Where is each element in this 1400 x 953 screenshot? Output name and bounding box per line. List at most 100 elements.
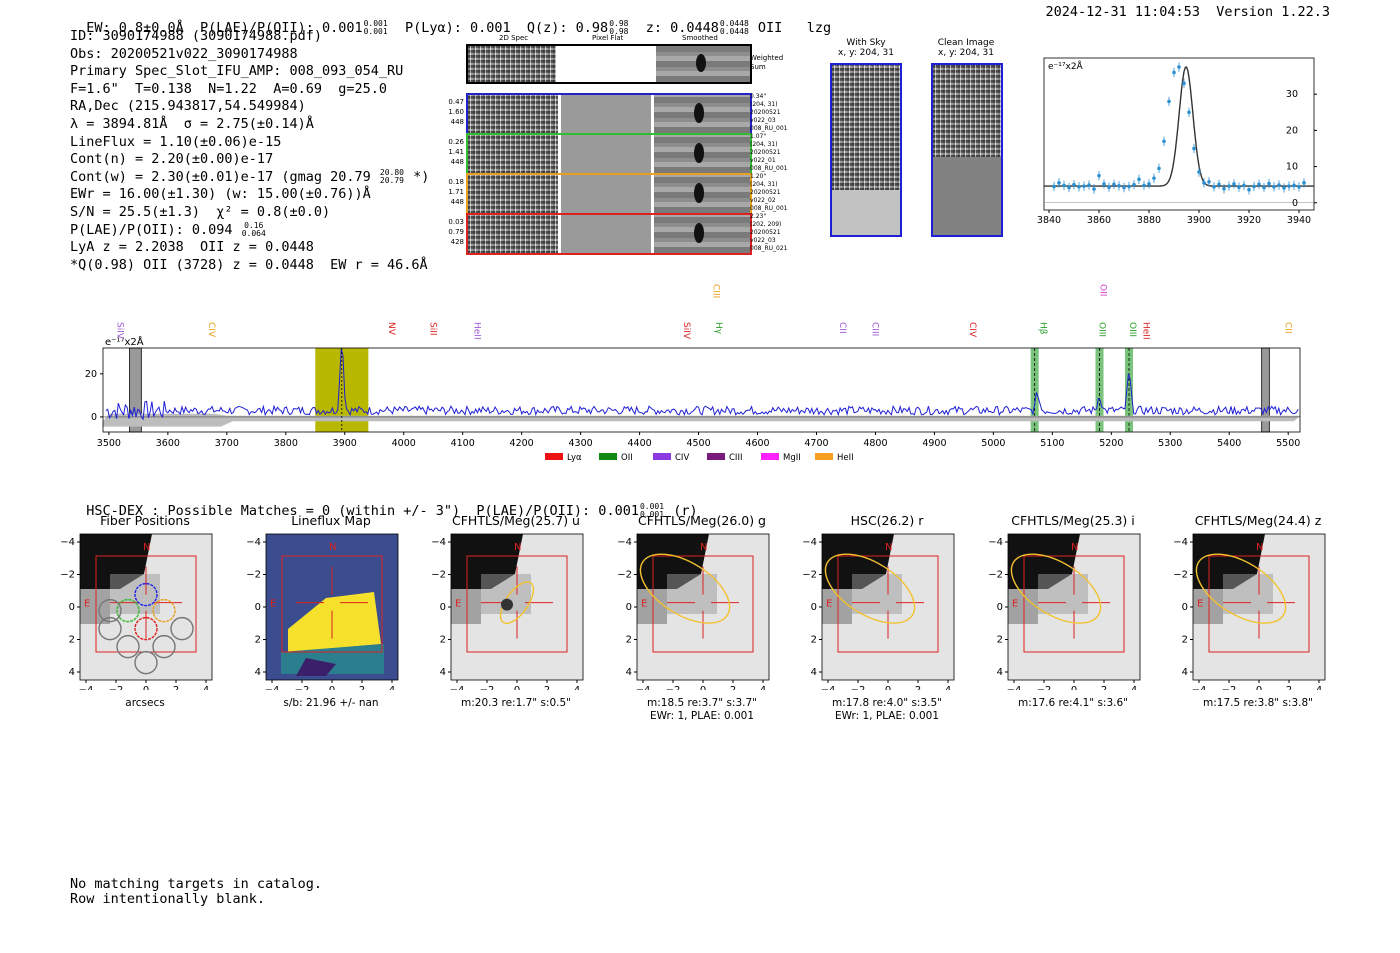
y-tick-label: 4 <box>69 667 75 678</box>
fit-point <box>1187 110 1191 115</box>
cutout-2dspec <box>468 175 558 213</box>
y-tick-label: 0 <box>997 602 1003 613</box>
spec-feature-label: OII <box>1098 284 1108 296</box>
spec-x-tick-label: 4100 <box>451 438 475 449</box>
fiber-circle <box>134 616 158 641</box>
thumb-title: Fiber Positions <box>100 513 190 528</box>
x-tick-label: 4 <box>574 685 580 690</box>
info-value: (204, 31) <box>750 141 778 148</box>
x-tick-label: 4 <box>1316 685 1322 690</box>
header-plya: P(Lyα): 0.001 <box>404 20 511 36</box>
legend-label: CIV <box>675 453 689 463</box>
feature-text: CIII <box>870 322 880 336</box>
cutout-2dspec <box>468 135 558 173</box>
thumb-caption: m:17.6 re:4.1" s:3.6" <box>1018 697 1128 709</box>
header-summary: EW: 0.8±0.0Å P(LAE)/P(OII): 0.0010.001 0.… <box>70 4 831 37</box>
spec-feature-label: OIII <box>1127 322 1137 337</box>
x-tick-label: 2 <box>359 685 365 690</box>
fit-unit-label: e⁻¹⁷x2Å <box>1048 60 1084 72</box>
y-tick-label: −4 <box>1173 537 1188 548</box>
frac-top: 0.001 <box>639 502 665 511</box>
spec-x-tick-label: 4600 <box>745 438 769 449</box>
spec-axes-frame <box>102 347 1301 433</box>
footer-line-2: Row intentionally blank. <box>70 891 266 907</box>
source-ellipse <box>824 553 916 624</box>
fit-point <box>1052 184 1056 189</box>
north-label: N <box>1071 542 1078 553</box>
source-halo <box>667 574 717 614</box>
legend-label: MgII <box>783 453 801 463</box>
x-tick-label: −2 <box>480 685 495 690</box>
info-lineflux: LineFlux = 1.10(±0.06)e-15 <box>70 133 282 150</box>
fit-point <box>1057 181 1061 185</box>
fit-point <box>1107 185 1111 189</box>
fiber-circle <box>98 598 122 623</box>
spec-feature-label: CII <box>1282 322 1292 334</box>
thumb-caption: m:18.5 re:3.7" s:3.7" <box>647 697 757 709</box>
thumb-plot-2: N E −4 4 −2 2 0 0 2 −2 4 −4 <box>431 533 584 690</box>
source-ellipse <box>1010 553 1102 624</box>
stat-value: 448 <box>450 118 464 126</box>
y-tick-label: 2 <box>440 635 446 646</box>
spec-x-tick-label: 4400 <box>627 438 651 449</box>
legend-swatch <box>599 453 617 460</box>
info-sn: S/N = 25.5(±1.3) χ² = 0.8(±0.0) <box>70 203 331 220</box>
cutout-row-right-info: 2.23" (202, 209) 20200521 v022_03 008_RU_021 <box>750 213 792 253</box>
header-z: z: 0.0448 <box>645 20 719 36</box>
fiber-circle <box>116 598 140 623</box>
fit-point <box>1062 183 1066 188</box>
thumb-caption: m:20.3 re:1.7" s:0.5" <box>461 697 571 709</box>
spec-unit-label: e⁻¹⁷x2Å <box>105 335 144 348</box>
weighted-pixelflat <box>556 46 656 82</box>
stat-value: 448 <box>450 158 464 166</box>
aperture-box <box>281 555 383 653</box>
info-q: *Q(0.98) OII (3728) z = 0.0448 EW r = 46… <box>70 256 428 273</box>
x-tick-label: −4 <box>636 685 651 690</box>
fit-point <box>1182 81 1186 86</box>
fit-point <box>1142 183 1146 188</box>
clean-image-title: Clean Image <box>937 38 995 48</box>
spec-feature-label: CIV <box>206 322 216 338</box>
with-sky-title: With Sky <box>846 38 886 48</box>
info-radec: RA,Dec (215.943817,54.549984) <box>70 98 306 115</box>
x-tick-label: −2 <box>295 685 310 690</box>
cutout-gap <box>651 215 654 253</box>
col-header-pixelflat: Pixel Flat <box>592 34 624 42</box>
stat-value: 1.71 <box>448 188 464 196</box>
info-value: 20200521 <box>750 229 781 236</box>
spec-feature-label: NV <box>386 322 396 336</box>
x-tick-label: −4 <box>79 685 94 690</box>
cutout-pixelflat <box>561 135 651 173</box>
hsc-dex-summary: HSC-DEX : Possible Matches = 0 (within +… <box>70 487 697 520</box>
aperture-box <box>1208 555 1310 653</box>
aperture-box <box>466 555 568 653</box>
weighted-sum-row <box>466 44 752 84</box>
info-value: 008_RU_001 <box>750 165 788 172</box>
info-value: v022_03 <box>750 117 776 124</box>
x-tick-label: 4 <box>1131 685 1137 690</box>
x-tick-label: 0 <box>514 685 520 690</box>
north-label: N <box>514 542 521 553</box>
smoothed-blob <box>694 143 704 163</box>
info-value: (204, 31) <box>750 101 778 108</box>
y-tick-label: −2 <box>431 570 446 581</box>
legend-label: CIII <box>729 453 742 463</box>
cutout-smoothed <box>654 215 750 253</box>
frac-bot: 0.98 <box>609 27 629 36</box>
feature-text: SiIV <box>681 322 691 340</box>
spec-feature-label: CIII <box>870 322 880 336</box>
stat-value: 0.47 <box>448 98 464 106</box>
feature-text: OIII <box>1097 322 1107 337</box>
detection-blob <box>501 598 513 611</box>
cutout-gap <box>558 215 561 253</box>
full-spectrum-plot: e⁻¹⁷x2Å 3500 3600 3700 3800 3900 4000 4100 4200 4… <box>85 284 1301 463</box>
y-tick-label: 4 <box>811 667 817 678</box>
x-tick-label: 2 <box>730 685 736 690</box>
smoothed-blob <box>694 223 704 243</box>
thumb-plot-1: N E −4 4 −2 2 0 0 2 −2 4 −4 <box>246 533 399 690</box>
info-ewr: EWr = 16.00(±1.30) (w: 15.00(±0.76))Å <box>70 186 371 203</box>
thumb-plot-3: N E −4 4 −2 2 0 0 2 −2 4 −4 <box>617 533 770 690</box>
spec-feature-label: HeII <box>1141 322 1151 340</box>
fit-point <box>1127 184 1131 189</box>
x-tick-label: 2 <box>544 685 550 690</box>
